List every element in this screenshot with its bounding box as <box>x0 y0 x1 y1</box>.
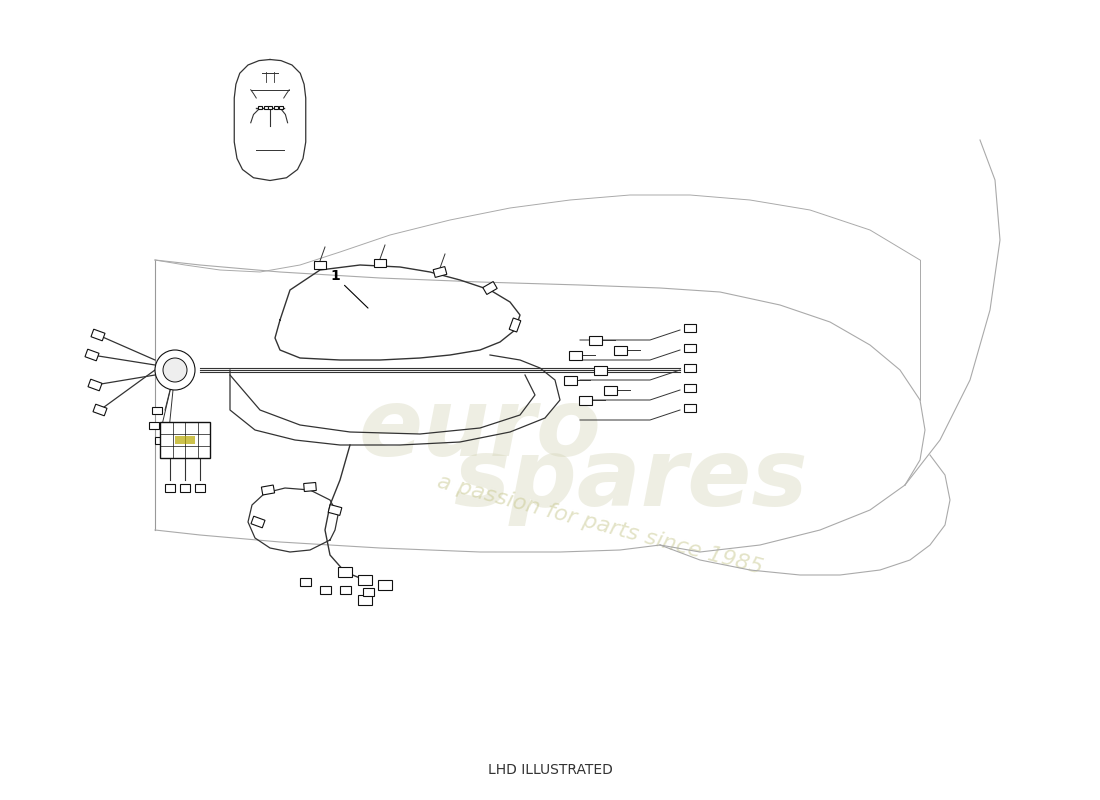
Bar <box>684 404 696 412</box>
Bar <box>314 261 326 269</box>
Bar <box>155 437 165 443</box>
Bar <box>299 578 310 586</box>
Bar <box>579 395 592 405</box>
Bar <box>175 436 195 444</box>
Bar <box>378 580 392 590</box>
Text: 1: 1 <box>330 269 369 308</box>
Text: a passion for parts since 1985: a passion for parts since 1985 <box>434 472 764 578</box>
Bar <box>684 384 696 392</box>
Circle shape <box>163 358 187 382</box>
Bar <box>251 516 265 528</box>
Text: spares: spares <box>453 434 807 526</box>
Bar <box>268 106 272 110</box>
Bar <box>279 106 283 110</box>
Text: LHD ILLUSTRATED: LHD ILLUSTRATED <box>487 763 613 777</box>
Bar <box>684 324 696 332</box>
Bar <box>195 484 205 492</box>
Bar <box>340 586 351 594</box>
Bar <box>588 335 602 345</box>
Bar <box>483 282 497 294</box>
Circle shape <box>155 350 195 390</box>
Bar <box>88 379 102 391</box>
Bar <box>258 106 262 110</box>
Bar <box>148 422 159 429</box>
Bar <box>264 106 267 110</box>
Bar <box>594 366 606 374</box>
Bar <box>85 349 99 361</box>
Bar <box>328 505 342 515</box>
Bar <box>304 482 317 491</box>
Bar <box>604 386 616 394</box>
Bar <box>358 575 372 585</box>
Bar <box>684 344 696 352</box>
Bar <box>160 422 210 458</box>
Bar <box>262 485 275 495</box>
Bar <box>433 266 447 278</box>
Bar <box>358 595 372 605</box>
Bar <box>91 329 104 341</box>
Bar <box>94 404 107 416</box>
Bar <box>180 484 190 492</box>
Bar <box>363 588 374 596</box>
Bar <box>338 567 352 577</box>
Bar <box>569 350 582 359</box>
Bar <box>563 375 576 385</box>
Bar <box>274 106 277 110</box>
Bar <box>374 259 386 267</box>
Bar <box>509 318 520 332</box>
Bar <box>319 586 330 594</box>
Bar <box>684 364 696 372</box>
Bar <box>614 346 627 354</box>
Bar <box>165 484 175 492</box>
Text: euro: euro <box>359 384 602 476</box>
Bar <box>152 406 162 414</box>
